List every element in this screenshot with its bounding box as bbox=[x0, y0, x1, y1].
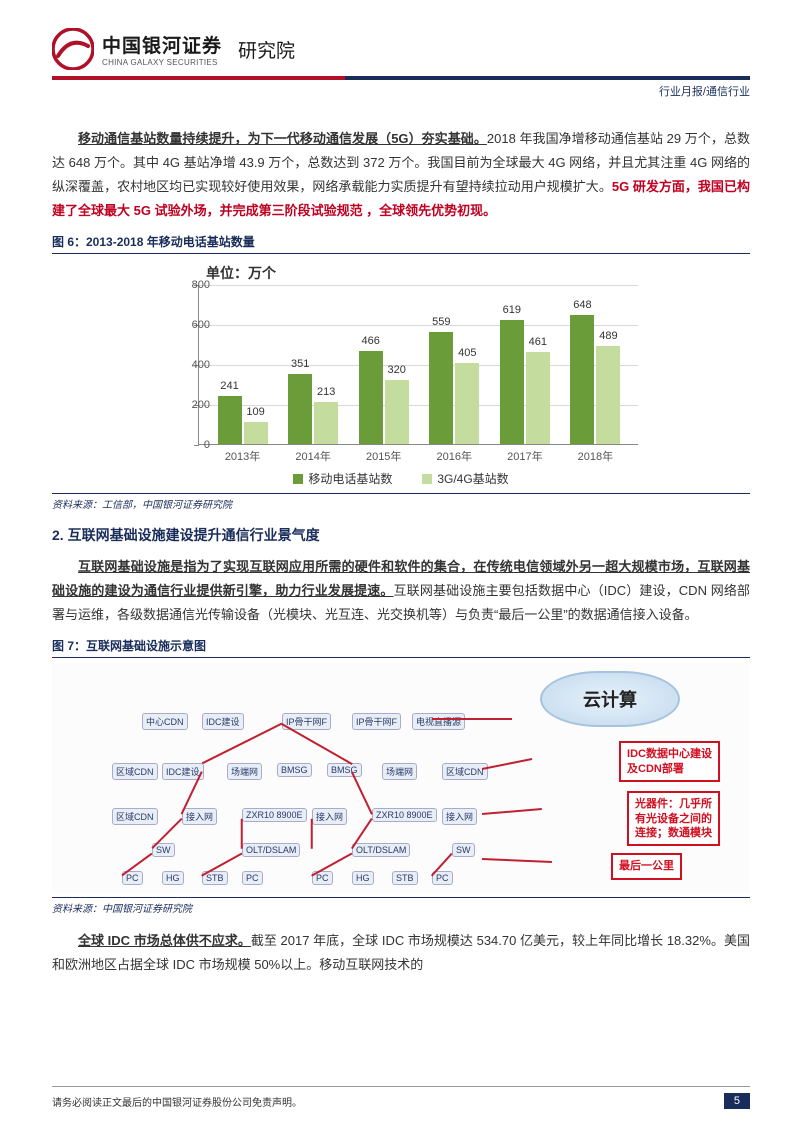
net-node: 中心CDN bbox=[142, 713, 188, 730]
net-node: 场端网 bbox=[382, 763, 417, 780]
net-node: ZXR10 8900E bbox=[242, 808, 307, 822]
fig7-title: 图 7：互联网基础设施示意图 bbox=[52, 637, 750, 658]
page-header: 中国银河证券 CHINA GALAXY SECURITIES 研究院 bbox=[52, 28, 750, 70]
net-node: STB bbox=[392, 871, 418, 885]
net-node: 接入网 bbox=[442, 808, 477, 825]
chart-plot-area: 2411092013年3512132014年4663202015年5594052… bbox=[198, 285, 638, 445]
net-node: HG bbox=[162, 871, 184, 885]
net-node: BMSG bbox=[277, 763, 312, 777]
net-node: 区域CDN bbox=[112, 763, 158, 780]
net-node: 电视直播源 bbox=[412, 713, 465, 730]
paragraph-3: 全球 IDC 市场总体供不应求。截至 2017 年底，全球 IDC 市场规模达 … bbox=[52, 929, 750, 977]
net-node: 区域CDN bbox=[442, 763, 488, 780]
chart-legend: 移动电话基站数 3G/4G基站数 bbox=[146, 470, 656, 487]
net-node: 区域CDN bbox=[112, 808, 158, 825]
fig7-source: 资料来源：中国银河证券研究院 bbox=[52, 897, 750, 915]
net-node: PC bbox=[242, 871, 263, 885]
page-number: 5 bbox=[724, 1093, 750, 1109]
net-node: ZXR10 8900E bbox=[372, 808, 437, 822]
net-node: OLT/DSLAM bbox=[352, 843, 410, 857]
net-node: BMSG bbox=[327, 763, 362, 777]
page-footer: 请务必阅读正文最后的中国银河证券股份公司免责声明。 5 bbox=[52, 1086, 750, 1109]
net-node: IP骨干网F bbox=[352, 713, 401, 730]
fig6-chart: 单位：万个 2411092013年3512132014年4663202015年5… bbox=[146, 259, 656, 489]
callout-lastmile: 最后一公里 bbox=[611, 853, 682, 879]
callout-idc: IDC数据中心建设及CDN部署 bbox=[619, 741, 720, 782]
breadcrumb: 行业月报/通信行业 bbox=[52, 83, 750, 99]
header-rule bbox=[52, 76, 750, 80]
paragraph-2: 互联网基础设施是指为了实现互联网应用所需的硬件和软件的集合，在传统电信领域外另一… bbox=[52, 555, 750, 627]
fig7-diagram: 云计算 IDC数据中心建设及CDN部署光器件：几乎所有光设备之间的连接；数通模块… bbox=[52, 663, 750, 893]
logo-en-text: CHINA GALAXY SECURITIES bbox=[102, 58, 222, 67]
net-node: OLT/DSLAM bbox=[242, 843, 300, 857]
cloud-node: 云计算 bbox=[540, 671, 680, 727]
chart-unit-label: 单位：万个 bbox=[206, 263, 276, 283]
fig6-title: 图 6：2013-2018 年移动电话基站数量 bbox=[52, 233, 750, 254]
net-node: SW bbox=[452, 843, 475, 857]
net-node: IDC建设 bbox=[202, 713, 244, 730]
section2-title: 2. 互联网基础设施建设提升通信行业景气度 bbox=[52, 525, 750, 545]
net-node: 场端网 bbox=[227, 763, 262, 780]
net-node: 接入网 bbox=[182, 808, 217, 825]
paragraph-1: 移动通信基站数量持续提升，为下一代移动通信发展（5G）夯实基础。2018 年我国… bbox=[52, 127, 750, 223]
net-node: 接入网 bbox=[312, 808, 347, 825]
logo-cn-text: 中国银河证券 bbox=[102, 31, 222, 58]
logo-icon bbox=[52, 28, 94, 70]
disclaimer-text: 请务必阅读正文最后的中国银河证券股份公司免责声明。 bbox=[52, 1094, 302, 1109]
net-node: HG bbox=[352, 871, 374, 885]
callout-optical: 光器件：几乎所有光设备之间的连接；数通模块 bbox=[627, 791, 720, 846]
logo-dept: 研究院 bbox=[238, 36, 295, 63]
fig6-source: 资料来源：工信部，中国银河证券研究院 bbox=[52, 493, 750, 511]
